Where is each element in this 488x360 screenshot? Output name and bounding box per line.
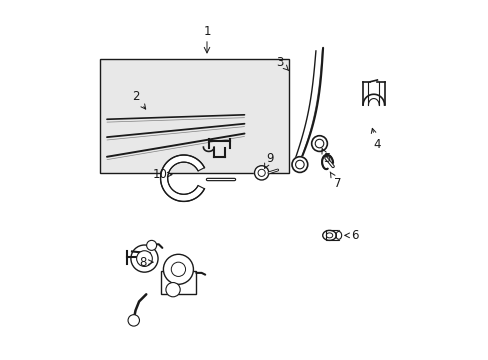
Text: 10: 10 xyxy=(153,168,172,181)
Circle shape xyxy=(171,262,185,276)
Text: 5: 5 xyxy=(321,149,330,165)
Text: 2: 2 xyxy=(132,90,145,109)
Circle shape xyxy=(146,240,156,250)
Circle shape xyxy=(311,136,326,152)
Bar xyxy=(325,230,338,240)
Text: 6: 6 xyxy=(344,229,358,242)
Ellipse shape xyxy=(335,231,341,239)
Polygon shape xyxy=(160,155,204,202)
Bar xyxy=(160,271,196,294)
Text: 9: 9 xyxy=(264,152,273,168)
Circle shape xyxy=(128,315,139,326)
Text: 3: 3 xyxy=(276,55,288,71)
Text: 4: 4 xyxy=(370,129,380,151)
Circle shape xyxy=(254,166,268,180)
Ellipse shape xyxy=(322,230,336,240)
Circle shape xyxy=(163,254,193,284)
Bar xyxy=(100,59,288,173)
Circle shape xyxy=(165,283,180,297)
Circle shape xyxy=(291,157,307,172)
Circle shape xyxy=(131,245,158,272)
Text: 1: 1 xyxy=(203,25,210,38)
Text: 7: 7 xyxy=(329,172,341,190)
Polygon shape xyxy=(322,155,332,169)
Text: 8: 8 xyxy=(139,256,153,269)
Circle shape xyxy=(136,251,152,266)
